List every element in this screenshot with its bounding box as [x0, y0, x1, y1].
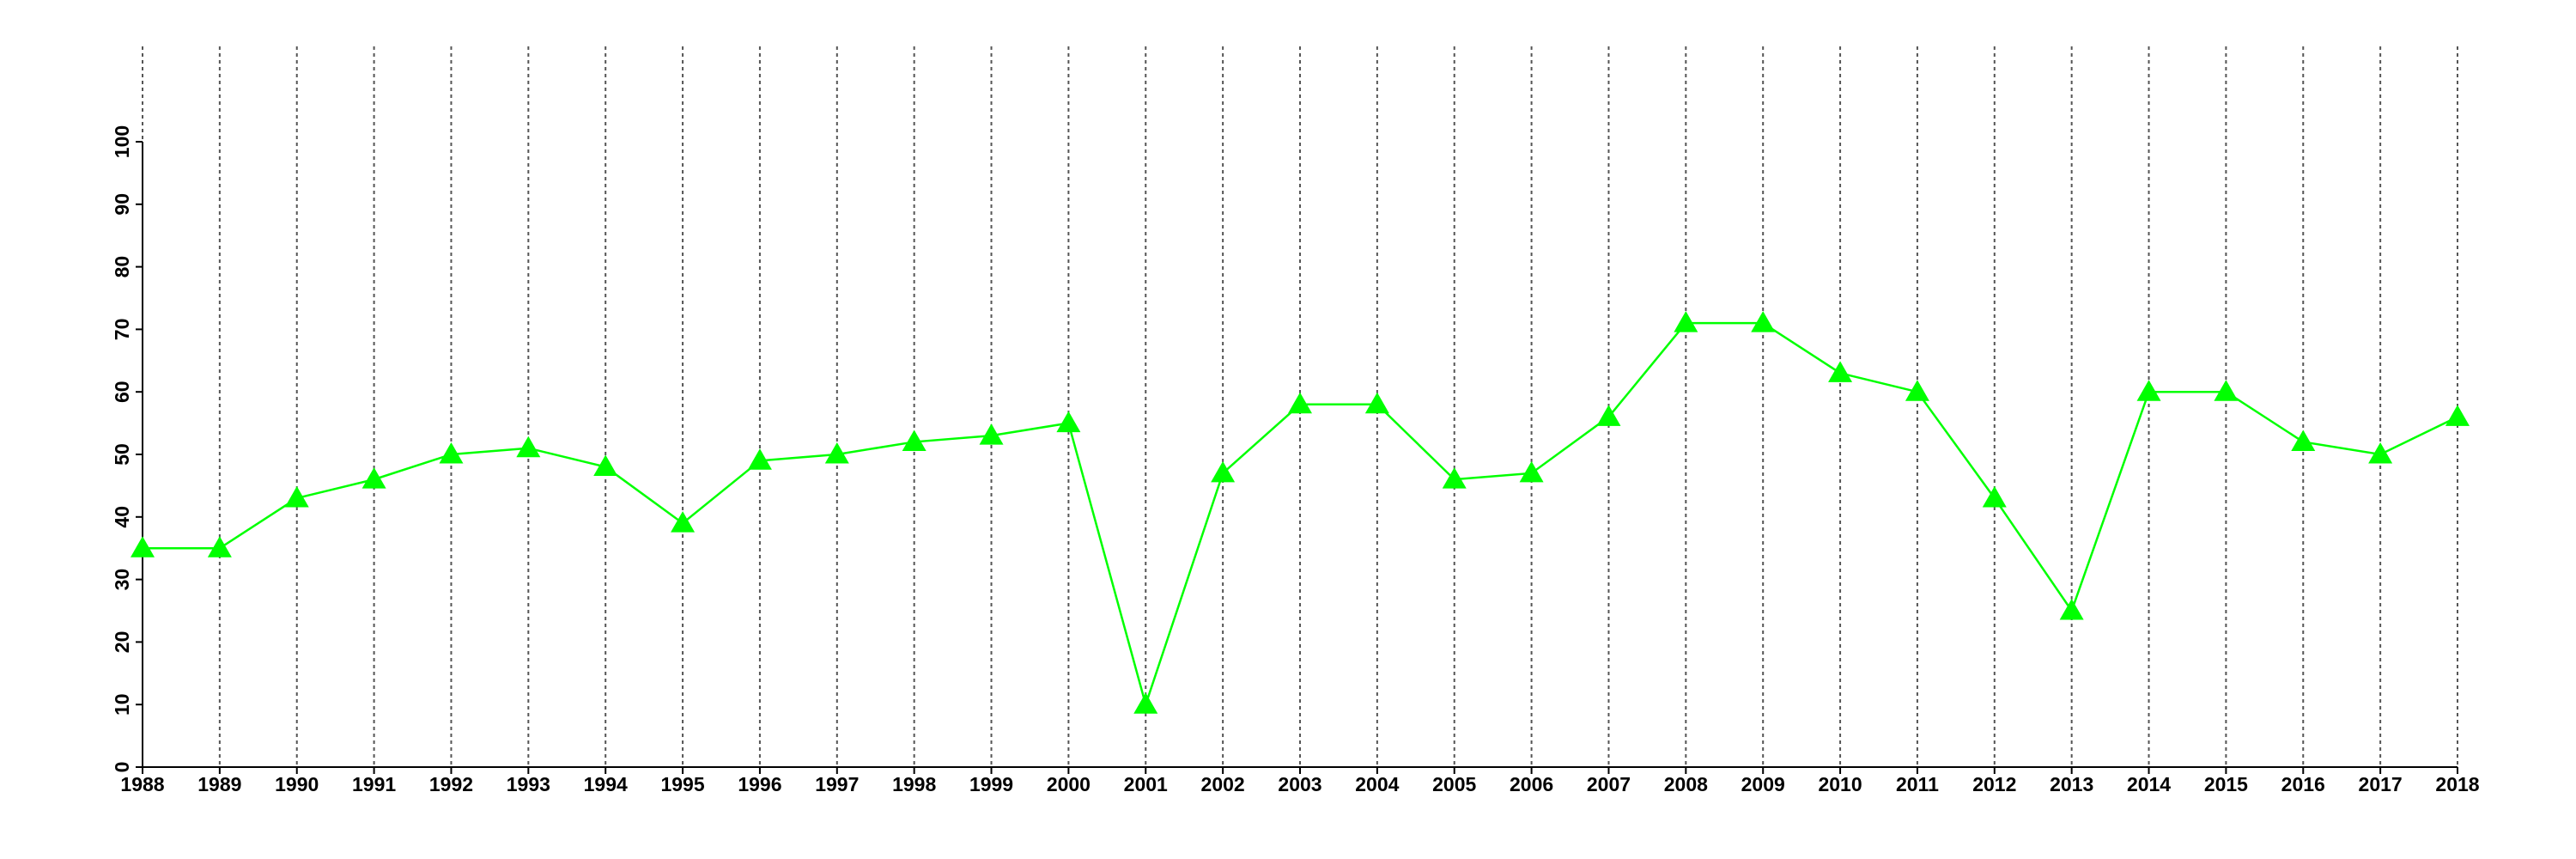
- marker: [824, 442, 849, 464]
- y-tick-label: 0: [111, 762, 133, 773]
- y-tick-label: 20: [111, 631, 133, 654]
- x-tick-label: 2000: [1047, 773, 1091, 795]
- x-tick-label: 1989: [197, 773, 241, 795]
- x-tick-label: 2015: [2204, 773, 2248, 795]
- x-tick-label: 1998: [892, 773, 936, 795]
- y-tick-label: 100: [111, 125, 133, 158]
- x-tick-label: 1996: [738, 773, 781, 795]
- x-tick-label: 2012: [1972, 773, 2016, 795]
- marker: [1211, 460, 1236, 483]
- x-tick-label: 1995: [660, 773, 704, 795]
- y-tick-label: 70: [111, 319, 133, 341]
- marker: [1982, 485, 2007, 508]
- marker: [671, 511, 696, 533]
- marker: [207, 536, 232, 557]
- marker: [1056, 411, 1081, 433]
- marker: [284, 485, 309, 508]
- marker: [1596, 405, 1621, 426]
- marker: [439, 442, 464, 464]
- x-tick-label: 1991: [352, 773, 396, 795]
- marker: [1519, 460, 1544, 483]
- x-tick-label: 2011: [1896, 773, 1939, 795]
- x-tick-label: 2003: [1278, 773, 1321, 795]
- x-tick-label: 2017: [2359, 773, 2403, 795]
- marker: [516, 436, 541, 458]
- x-tick-label: 2018: [2435, 773, 2479, 795]
- x-tick-label: 2010: [1818, 773, 1862, 795]
- y-tick-label: 40: [111, 506, 133, 528]
- x-tick-label: 1999: [969, 773, 1013, 795]
- x-tick-label: 2006: [1510, 773, 1553, 795]
- y-tick-label: 30: [111, 569, 133, 591]
- marker: [1133, 692, 1158, 714]
- marker: [2291, 430, 2316, 451]
- marker: [902, 430, 927, 451]
- marker: [1674, 311, 1698, 332]
- x-tick-label: 2002: [1201, 773, 1245, 795]
- marker: [2214, 380, 2239, 401]
- marker: [979, 423, 1004, 445]
- x-tick-label: 1993: [507, 773, 550, 795]
- marker: [2368, 442, 2393, 464]
- x-tick-label: 2001: [1124, 773, 1168, 795]
- y-tick-label: 10: [111, 693, 133, 716]
- x-tick-label: 2013: [2050, 773, 2093, 795]
- marker: [1828, 361, 1853, 382]
- x-tick-label: 2009: [1741, 773, 1785, 795]
- x-tick-label: 2016: [2281, 773, 2325, 795]
- x-tick-label: 1988: [120, 773, 164, 795]
- marker: [593, 454, 618, 477]
- marker: [131, 536, 155, 557]
- x-tick-label: 1992: [429, 773, 473, 795]
- marker: [2059, 599, 2084, 620]
- y-tick-label: 50: [111, 443, 133, 466]
- marker: [361, 467, 386, 489]
- x-tick-label: 1997: [815, 773, 859, 795]
- marker: [747, 448, 772, 470]
- x-tick-label: 2014: [2127, 773, 2171, 795]
- x-tick-label: 2004: [1355, 773, 1399, 795]
- marker: [1364, 392, 1389, 414]
- marker: [1751, 311, 1776, 332]
- y-tick-label: 90: [111, 193, 133, 216]
- x-tick-label: 1990: [275, 773, 319, 795]
- x-tick-label: 1994: [584, 773, 628, 795]
- marker: [1442, 467, 1467, 489]
- y-tick-label: 80: [111, 256, 133, 278]
- x-tick-label: 2008: [1664, 773, 1708, 795]
- marker: [2136, 380, 2161, 401]
- x-tick-label: 2005: [1432, 773, 1476, 795]
- y-tick-label: 60: [111, 381, 133, 403]
- marker: [2445, 405, 2470, 426]
- marker: [1905, 380, 1929, 401]
- x-tick-label: 2007: [1587, 773, 1631, 795]
- marker: [1288, 392, 1312, 414]
